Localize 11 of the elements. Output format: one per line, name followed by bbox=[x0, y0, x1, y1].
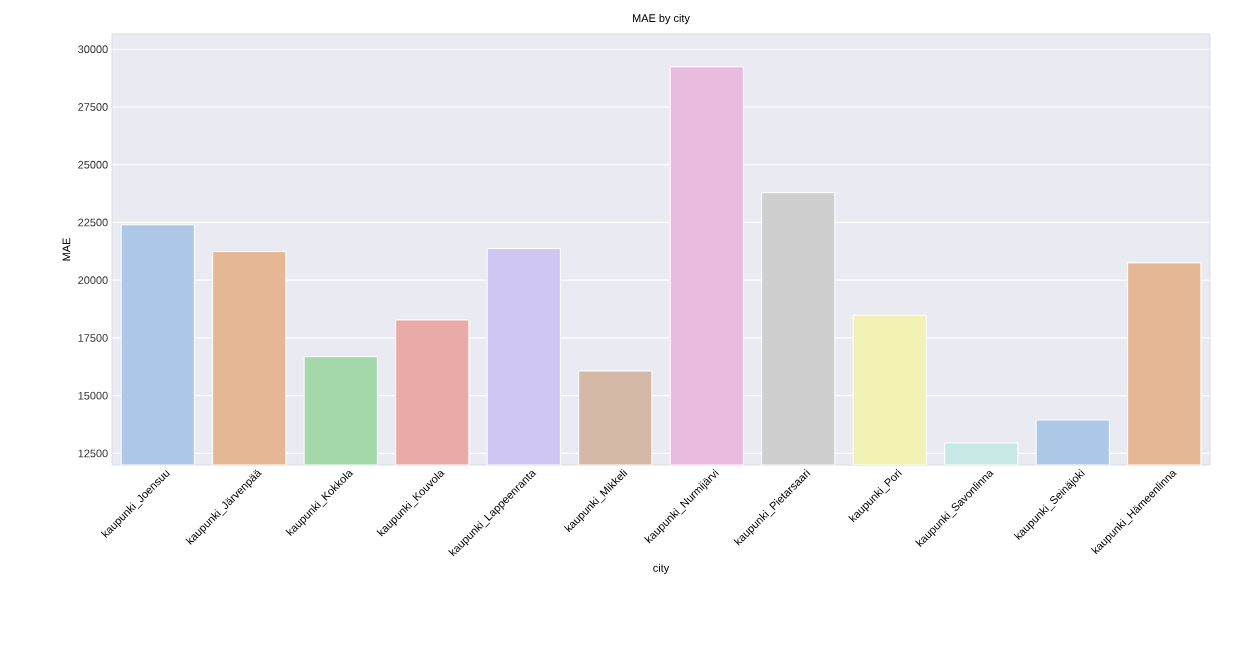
y-tick-label: 20000 bbox=[78, 276, 108, 285]
y-tick-label: 22500 bbox=[78, 218, 108, 227]
y-tick-label: 25000 bbox=[78, 160, 108, 169]
y-axis-title: MAE bbox=[62, 238, 71, 261]
y-tick-label: 30000 bbox=[78, 45, 108, 54]
y-tick-label: 27500 bbox=[78, 103, 108, 111]
y-tick-label: 12500 bbox=[78, 449, 108, 458]
y-tick-label: 17500 bbox=[78, 334, 108, 342]
y-tick-label: 15000 bbox=[78, 391, 108, 400]
chart-title: MAE by city bbox=[632, 13, 690, 25]
x-axis-title: city bbox=[653, 563, 670, 574]
